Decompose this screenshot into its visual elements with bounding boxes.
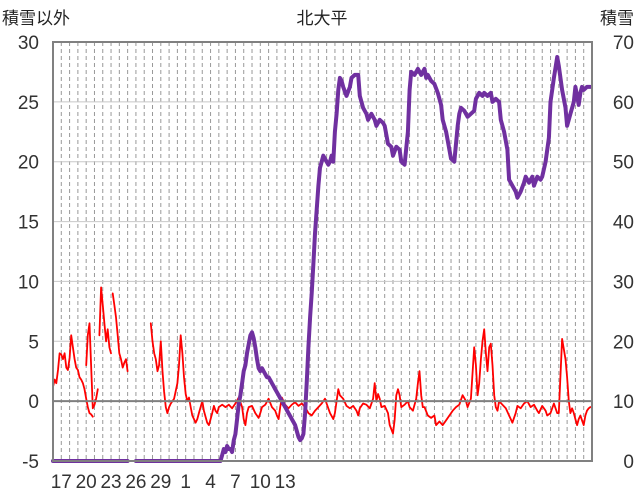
y-right-axis-label: 積雪 bbox=[600, 9, 634, 29]
y-left-tick-label: 10 bbox=[18, 272, 39, 293]
y-right-tick-label: 50 bbox=[613, 153, 634, 174]
y-right-tick-label: 20 bbox=[613, 332, 634, 353]
y-left-tick-label: 5 bbox=[28, 332, 39, 353]
x-tick-label: 17 bbox=[51, 472, 72, 493]
plot-frame bbox=[52, 41, 593, 462]
y-right-tick-label: 40 bbox=[613, 213, 634, 234]
x-tick-label: 13 bbox=[275, 472, 296, 493]
x-tick-label: 20 bbox=[76, 472, 97, 493]
y-left-tick-label: 0 bbox=[28, 392, 39, 413]
y-right-tick-label: 0 bbox=[623, 452, 634, 473]
x-tick-label: 1 bbox=[180, 472, 191, 493]
chart-title: 北大平 bbox=[297, 9, 348, 29]
snow-depth-line bbox=[133, 55, 593, 463]
y-left-tick-label: 30 bbox=[18, 33, 39, 54]
temperature-line bbox=[85, 322, 99, 410]
y-left-tick-label: 25 bbox=[18, 93, 39, 114]
y-right-tick-label: 30 bbox=[613, 272, 634, 293]
y-right-tick-label: 60 bbox=[613, 93, 634, 114]
y-right-tick-label: 70 bbox=[613, 33, 634, 54]
y-left-tick-label: 20 bbox=[18, 153, 39, 174]
x-tick-label: 26 bbox=[125, 472, 146, 493]
x-tick-label: 29 bbox=[150, 472, 171, 493]
temperature-line bbox=[52, 334, 94, 418]
y-left-tick-label: -5 bbox=[22, 452, 39, 473]
temperature-line bbox=[98, 286, 112, 355]
temperature-line bbox=[111, 292, 129, 373]
y-left-tick-label: 15 bbox=[18, 213, 39, 234]
x-tick-label: 7 bbox=[230, 472, 241, 493]
axes-layer bbox=[52, 41, 593, 462]
x-tick-label: 10 bbox=[250, 472, 271, 493]
grid-layer bbox=[53, 41, 592, 462]
y-right-tick-label: 10 bbox=[613, 392, 634, 413]
x-tick-label: 4 bbox=[205, 472, 216, 493]
x-tick-label: 23 bbox=[100, 472, 121, 493]
y-left-axis-label: 積雪以外 bbox=[2, 9, 70, 29]
temperature-line bbox=[149, 322, 592, 435]
